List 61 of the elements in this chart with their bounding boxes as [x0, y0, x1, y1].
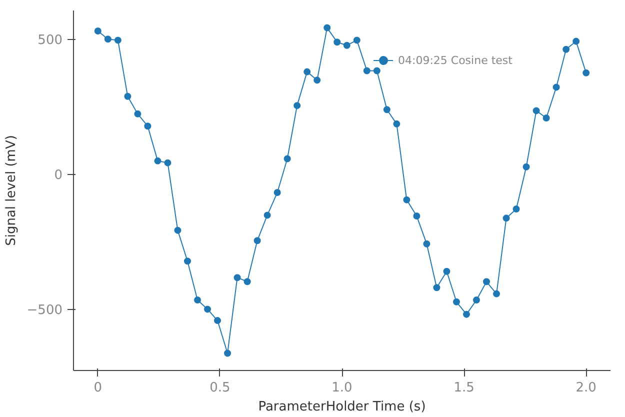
- point: [164, 159, 172, 166]
- point: [274, 189, 281, 196]
- point: [483, 278, 490, 286]
- point: [373, 67, 380, 74]
- point: [264, 212, 271, 219]
- point: [532, 107, 540, 114]
- point: [582, 69, 590, 76]
- x-tick-label: 0: [94, 380, 102, 396]
- point: [324, 24, 331, 32]
- x-tick-label: 2.0: [576, 380, 596, 396]
- point: [224, 350, 232, 357]
- point: [393, 120, 400, 128]
- point: [552, 84, 560, 91]
- point: [184, 258, 191, 265]
- point: [94, 28, 102, 35]
- legend-label: 04:09:25 Cosine test: [398, 54, 512, 66]
- x-axis-title: ParameterHolder Time (s): [258, 400, 426, 414]
- point: [443, 268, 450, 275]
- point: [194, 296, 201, 304]
- point: [294, 102, 301, 110]
- point: [204, 306, 212, 313]
- point: [144, 122, 152, 130]
- point: [493, 290, 500, 298]
- point: [174, 226, 182, 234]
- y-tick-label: −500: [26, 303, 63, 318]
- point: [363, 67, 370, 74]
- point: [353, 36, 360, 44]
- point: [124, 92, 132, 100]
- point: [502, 214, 510, 222]
- point: [104, 36, 112, 43]
- point: [512, 206, 520, 212]
- point: [343, 42, 350, 49]
- point: [413, 212, 420, 220]
- point: [154, 157, 162, 164]
- point: [314, 76, 321, 84]
- point: [423, 240, 430, 248]
- point: [472, 296, 480, 304]
- point: [254, 237, 261, 244]
- point: [334, 38, 341, 46]
- point: [304, 68, 311, 76]
- point: [542, 114, 550, 122]
- x-tick-label: 1.5: [454, 380, 474, 396]
- point: [433, 284, 440, 292]
- point: [572, 38, 580, 45]
- point: [234, 274, 241, 282]
- point: [134, 110, 142, 118]
- point: [214, 317, 222, 324]
- point: [114, 36, 122, 44]
- point: [562, 46, 570, 53]
- point: [403, 196, 410, 204]
- y-tick-label: 0: [54, 168, 63, 184]
- y-axis-title: Signal level (mV): [4, 135, 19, 246]
- point: [522, 163, 530, 170]
- point: [462, 310, 470, 318]
- point: [452, 298, 460, 306]
- y-tick-label: 500: [38, 33, 63, 48]
- point: [244, 278, 251, 286]
- point: [284, 155, 291, 162]
- x-tick-label: 1.0: [332, 380, 352, 396]
- point: [383, 106, 390, 114]
- x-tick-label: 0.5: [210, 380, 230, 396]
